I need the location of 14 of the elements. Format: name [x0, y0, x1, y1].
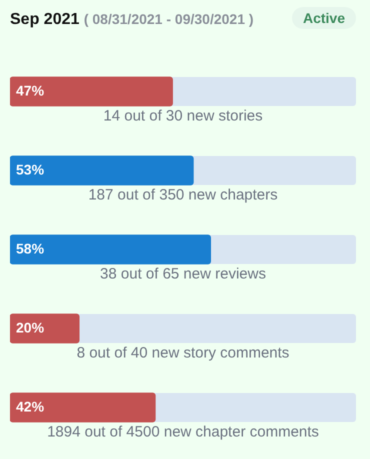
y-tick-label: 14 out of 30 new stories [103, 108, 263, 125]
y-tick-label: 1894 out of 4500 new chapter comments [47, 424, 319, 441]
y-tick-label: 8 out of 40 new story comments [76, 344, 290, 362]
data-label: 47% [16, 82, 45, 98]
data-label: 42% [16, 398, 45, 414]
y-tick-label: 187 out of 350 new chapters [88, 186, 278, 204]
chart-subtitle: ( 08/31/2021 - 09/30/2021 ) [84, 11, 254, 27]
data-label: 53% [16, 161, 45, 178]
y-tick-label: 38 out of 65 new reviews [100, 266, 266, 283]
bar [10, 314, 80, 344]
chart-title: Sep 2021 [10, 11, 80, 28]
text: Active [292, 7, 356, 29]
data-label: 20% [16, 319, 45, 336]
data-label: 58% [16, 240, 45, 256]
